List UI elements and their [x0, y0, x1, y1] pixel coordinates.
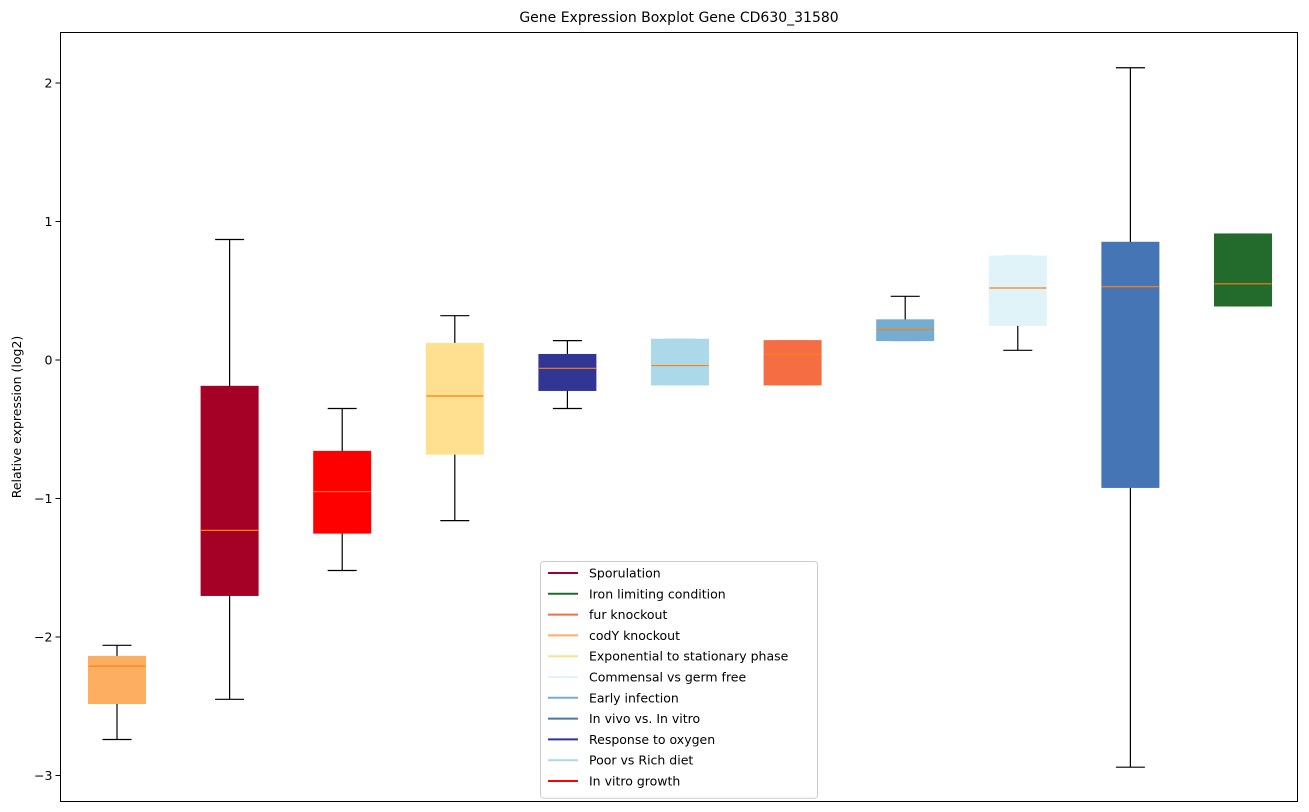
legend-item: Poor vs Rich diet	[548, 753, 693, 768]
legend-item: codY knockout	[548, 628, 680, 643]
legend-label: In vitro growth	[589, 774, 680, 789]
legend-label: Poor vs Rich diet	[589, 753, 693, 768]
box	[1214, 233, 1272, 307]
box-group	[876, 295, 935, 342]
box-group	[425, 315, 484, 522]
box	[313, 450, 372, 534]
legend-label: codY knockout	[589, 628, 680, 643]
y-tick-label: −2	[34, 630, 52, 645]
legend-label: In vivo vs. In vitro	[589, 711, 700, 726]
legend-frame	[540, 561, 818, 799]
box	[988, 255, 1047, 326]
legend-item: fur knockout	[548, 607, 667, 622]
box-group	[651, 338, 709, 386]
legend-label: Exponential to stationary phase	[589, 649, 789, 664]
y-tick-label: −3	[34, 768, 52, 783]
legend-item: Commensal vs germ free	[548, 670, 746, 685]
box	[538, 353, 597, 391]
y-axis: −3 −2 −1 0 1 2	[34, 76, 61, 783]
boxes-layer	[88, 67, 1272, 768]
box	[876, 319, 935, 342]
box	[651, 338, 709, 386]
box-group	[538, 340, 597, 410]
box-group	[1101, 67, 1160, 768]
box-group	[988, 255, 1047, 351]
box-group	[763, 340, 822, 386]
y-tick-label: 2	[45, 76, 53, 91]
legend-item: Early infection	[548, 690, 679, 705]
legend-label: Response to oxygen	[589, 732, 715, 747]
box-group	[1214, 233, 1272, 307]
box	[1101, 241, 1160, 488]
box-group	[200, 238, 259, 700]
legend-label: fur knockout	[589, 607, 667, 622]
box	[200, 385, 259, 596]
legend-label: Commensal vs germ free	[589, 670, 746, 685]
chart-title: Gene Expression Boxplot Gene CD630_31580	[519, 10, 838, 26]
legend-item: In vivo vs. In vitro	[548, 711, 700, 726]
legend-label: Iron limiting condition	[589, 586, 726, 601]
y-tick-label: −1	[34, 491, 52, 506]
legend-item: Response to oxygen	[548, 732, 715, 747]
y-tick-label: 0	[45, 353, 53, 368]
legend-item: Sporulation	[548, 566, 661, 581]
legend-item: Iron limiting condition	[548, 586, 726, 601]
box	[88, 655, 146, 704]
legend-label: Sporulation	[589, 566, 661, 581]
plot-frame	[60, 32, 1298, 802]
y-tick-label: 1	[45, 214, 53, 229]
box	[763, 340, 822, 386]
legend-item: In vitro growth	[548, 774, 680, 789]
box-group	[313, 407, 372, 572]
legend: Sporulation Iron limiting condition fur kn…	[540, 561, 818, 799]
box-group	[88, 644, 146, 741]
legend-label: Early infection	[589, 690, 679, 705]
y-axis-label: Relative expression (log2)	[9, 336, 24, 499]
legend-item: Exponential to stationary phase	[548, 649, 789, 664]
box	[425, 342, 484, 455]
